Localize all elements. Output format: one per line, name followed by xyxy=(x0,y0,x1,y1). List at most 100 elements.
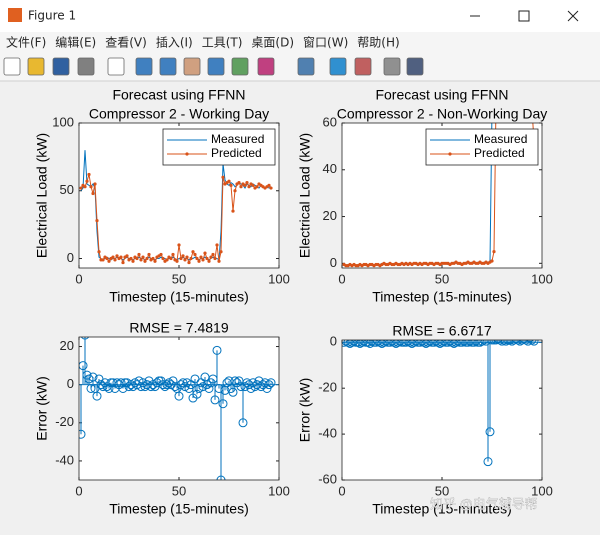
stem-marker xyxy=(266,378,276,388)
y-tick-label: 40 xyxy=(323,161,337,176)
y-tick-label: 100 xyxy=(52,114,74,129)
toolbar-button[interactable] xyxy=(135,57,153,76)
legend-box xyxy=(162,128,276,166)
toolbar-button[interactable] xyxy=(383,57,401,76)
close-button[interactable] xyxy=(567,10,579,22)
menu-item[interactable]: 工具(T) xyxy=(202,36,243,50)
x-tick-label: 0 xyxy=(338,271,345,286)
menu-item[interactable]: 桌面(D) xyxy=(251,36,294,50)
toolbar-button[interactable] xyxy=(159,57,177,76)
series-marker xyxy=(237,181,241,185)
x-tick-label: 50 xyxy=(172,271,186,286)
menu-item[interactable]: 插入(I) xyxy=(156,36,193,50)
stem-marker xyxy=(134,376,144,386)
series-marker xyxy=(89,185,93,189)
stem-marker xyxy=(238,418,248,428)
series-marker xyxy=(169,256,173,261)
y-tick-label: 20 xyxy=(60,338,74,353)
stem-marker xyxy=(521,340,531,345)
series-marker xyxy=(199,255,203,259)
series-marker xyxy=(83,185,87,189)
series-marker xyxy=(219,250,223,254)
series-marker xyxy=(207,259,211,263)
toolbar-button[interactable] xyxy=(3,57,21,76)
maximize-button[interactable] xyxy=(518,10,530,22)
series-marker xyxy=(215,243,219,247)
toolbar-button[interactable] xyxy=(406,57,424,76)
plot-content xyxy=(342,123,536,268)
series-marker xyxy=(203,251,207,255)
toolbar-button[interactable] xyxy=(297,57,315,76)
menu-item[interactable]: 文件(F) xyxy=(6,35,46,50)
stem-marker xyxy=(228,387,238,397)
chart-title: RMSE = 6.6717 xyxy=(392,323,491,339)
series-marker xyxy=(177,243,181,247)
stem-marker xyxy=(517,340,527,345)
series-marker xyxy=(251,183,255,187)
series-marker xyxy=(490,259,494,263)
stem-marker xyxy=(204,383,214,393)
x-tick-label: 50 xyxy=(172,483,186,498)
menu-item[interactable]: 查看(V) xyxy=(105,36,147,50)
stem-marker xyxy=(365,340,375,348)
toolbar-button[interactable] xyxy=(52,57,70,76)
stem-marker xyxy=(192,389,202,399)
series-marker xyxy=(153,259,157,263)
toolbar-button[interactable] xyxy=(354,57,372,76)
series-marker xyxy=(197,259,201,263)
chrome: Figure 1 文件(F) 编辑(E) 查看(V) 插入(I) 工具(T) 桌面(D) 窗… xyxy=(0,0,600,82)
series-marker xyxy=(189,256,193,261)
axes-box xyxy=(78,122,280,269)
series-marker xyxy=(233,189,237,193)
title-bar xyxy=(0,0,600,32)
chart-title: Forecast using FFNN xyxy=(112,87,245,103)
series-marker xyxy=(183,258,187,262)
toolbar-button[interactable] xyxy=(257,57,275,76)
menu-bar xyxy=(0,32,600,53)
chart: 0 50 100 0 20 40 60 Forecast using FFNN Compress… xyxy=(297,87,553,305)
stem-marker xyxy=(509,340,519,345)
stem-marker xyxy=(479,340,489,345)
toolbar-button[interactable] xyxy=(329,57,347,76)
x-tick-label: 100 xyxy=(268,483,290,498)
y-tick-label: 0 xyxy=(330,255,337,270)
x-tick-label: 100 xyxy=(531,483,553,498)
series-marker xyxy=(161,256,165,261)
stem-marker xyxy=(88,372,98,382)
toolbar-button[interactable] xyxy=(207,57,225,76)
series-marker xyxy=(111,255,115,259)
series-marker xyxy=(135,256,139,261)
toolbar-button[interactable] xyxy=(107,57,125,76)
series-marker xyxy=(221,175,225,179)
window-title: Figure 1 xyxy=(28,9,76,23)
legend-box xyxy=(425,128,539,166)
series-marker xyxy=(95,218,99,223)
stem-marker xyxy=(212,345,222,355)
legend-label: Predicted xyxy=(211,146,262,160)
stem-marker xyxy=(499,340,509,345)
series-marker xyxy=(147,252,151,257)
menu-item[interactable]: 编辑(E) xyxy=(55,35,96,50)
x-tick-label: 100 xyxy=(531,271,553,286)
toolbar-button[interactable] xyxy=(231,57,249,76)
x-tick-label: 0 xyxy=(75,271,82,286)
stem-marker xyxy=(483,457,493,467)
menu-item[interactable]: 窗口(W) xyxy=(303,36,348,50)
series-marker xyxy=(181,254,185,258)
series-marker xyxy=(113,258,117,262)
chart-title: RMSE = 7.4819 xyxy=(129,320,228,336)
series-marker xyxy=(159,252,163,257)
series-marker xyxy=(101,258,105,262)
series-marker xyxy=(185,255,189,259)
series-marker xyxy=(229,183,233,187)
toolbar-button[interactable] xyxy=(77,57,95,76)
series-marker xyxy=(201,258,205,262)
stem-marker xyxy=(168,376,178,386)
series-marker xyxy=(139,258,143,262)
x-tick-label: 0 xyxy=(75,483,82,498)
menu-item[interactable]: 帮助(H) xyxy=(357,36,399,50)
app-icon xyxy=(8,8,22,22)
toolbar-button[interactable] xyxy=(27,57,45,76)
toolbar-button[interactable] xyxy=(183,57,201,76)
